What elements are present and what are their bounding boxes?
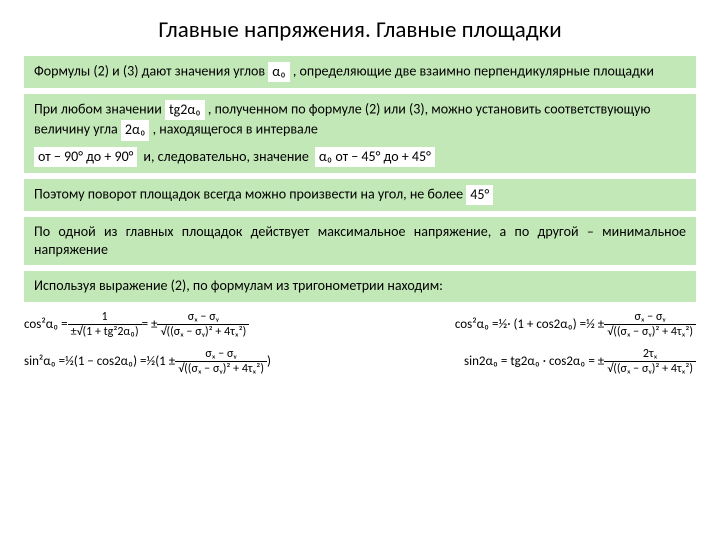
text-box-4: По одной из главных площадок действует м… — [24, 217, 696, 265]
slide: Главные напряжения. Главные площадки Фор… — [0, 0, 720, 540]
text: ½ — [498, 317, 507, 332]
text: и, следовательно, значение — [143, 148, 308, 166]
slide-title: Главные напряжения. Главные площадки — [24, 16, 696, 44]
text-box-2: При любом значении tg2α₀ , полученном по… — [24, 94, 696, 173]
text: Формулы (2) и (3) дают значения углов — [34, 62, 268, 79]
text: При любом значении — [34, 101, 165, 118]
line: При любом значении tg2α₀ , полученном по… — [34, 100, 686, 140]
symbol-2a0: 2α₀ — [121, 120, 150, 140]
formula-cos2-left: cos²α₀ = 1 ±√(1 + tg²2α₀) = ± σₓ − σᵧ √(… — [24, 310, 249, 339]
text: ) — [267, 354, 271, 369]
range-2: α₀ от − 45° до + 45° — [315, 147, 435, 167]
text: ½ — [65, 354, 74, 369]
formula-sin2-left: sin²α₀ = ½ (1 − cos2α₀) = ½ (1 ± σₓ − σᵧ… — [24, 347, 271, 376]
text: , определяющие две взаимно перпендикуляр… — [293, 62, 654, 79]
text-box-5: Используя выражение (2), по формулам из … — [24, 271, 696, 301]
lhs: sin2α₀ = tg2α₀ · cos2α₀ = ± — [464, 354, 604, 369]
symbol-45deg: 45° — [466, 185, 493, 205]
text-box-3: Поэтому поворот площадок всегда можно пр… — [24, 179, 696, 211]
text-box-1: Формулы (2) и (3) дают значения углов α₀… — [24, 56, 696, 88]
fraction: 1 ±√(1 + tg²2α₀) — [68, 310, 142, 339]
lhs: sin²α₀ = — [24, 354, 65, 369]
formula-row-2: sin²α₀ = ½ (1 − cos2α₀) = ½ (1 ± σₓ − σᵧ… — [24, 347, 696, 376]
fraction: σₓ − σᵧ √((σₓ − σᵧ)² + 4τₓ²) — [157, 310, 249, 339]
text: ½ — [147, 354, 156, 369]
fraction: 2τₓ √((σₓ − σᵧ)² + 4τₓ²) — [604, 347, 696, 376]
lhs: cos²α₀ = — [24, 317, 68, 332]
fraction: σₓ − σᵧ √((σₓ − σᵧ)² + 4τₓ²) — [175, 347, 267, 376]
range-1: от − 90° до + 90° — [34, 147, 137, 167]
text: , находящегося в интервале — [153, 121, 318, 138]
symbol-tg2a0: tg2α₀ — [165, 100, 205, 120]
eq: = ± — [142, 317, 158, 332]
formula-sin2a0-right: sin2α₀ = tg2α₀ · cos2α₀ = ± 2τₓ √((σₓ − … — [464, 347, 696, 376]
line: от − 90° до + 90° и, следовательно, знач… — [34, 147, 686, 167]
text: (1 ± — [155, 354, 175, 369]
fraction: σₓ − σᵧ √((σₓ − σᵧ)² + 4τₓ²) — [604, 310, 696, 339]
formula-row-1: cos²α₀ = 1 ±√(1 + tg²2α₀) = ± σₓ − σᵧ √(… — [24, 310, 696, 339]
lhs: cos²α₀ = — [455, 317, 499, 332]
text: ½ ± — [586, 317, 604, 332]
text: Поэтому поворот площадок всегда можно пр… — [34, 185, 466, 202]
formula-cos2-right: cos²α₀ = ½ · (1 + cos2α₀) = ½ ± σₓ − σᵧ … — [455, 310, 696, 339]
text: (1 − cos2α₀) = — [74, 354, 147, 369]
text: · (1 + cos2α₀) = — [507, 317, 586, 332]
symbol-alpha0: α₀ — [268, 62, 289, 82]
